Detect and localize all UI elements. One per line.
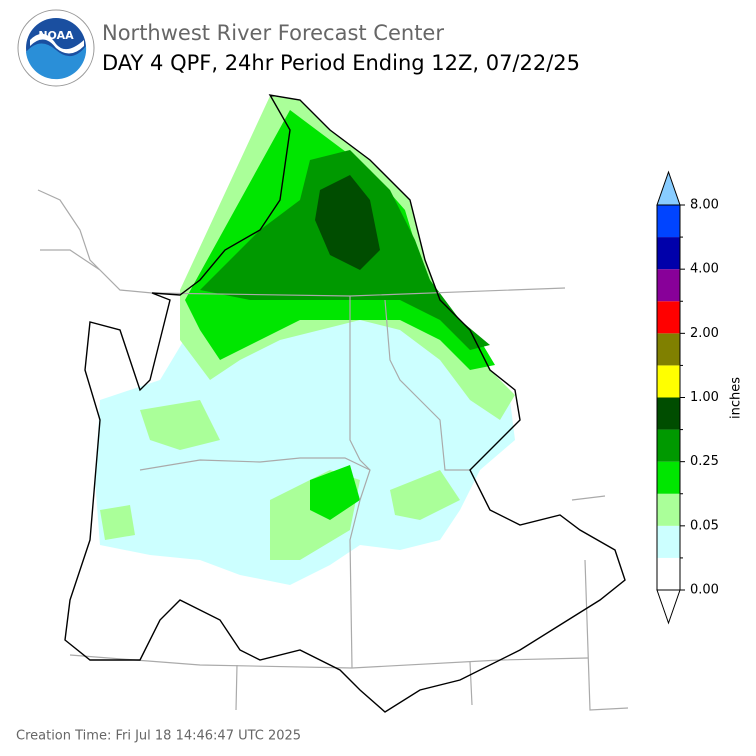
colorbar-band bbox=[657, 301, 680, 334]
colorbar-band bbox=[657, 461, 680, 494]
colorbar-tick-label: 0.00 bbox=[690, 583, 719, 598]
logo-text: NOAA bbox=[38, 29, 74, 42]
colorbar-tick-label: 1.00 bbox=[690, 390, 719, 405]
colorbar: 0.00 0.05 0.25 1.00 2.00 4.00 8.00 bbox=[656, 170, 719, 625]
subtitle: DAY 4 QPF, 24hr Period Ending 12Z, 07/22… bbox=[102, 51, 580, 75]
colorbar-band bbox=[657, 397, 680, 430]
basin-outline bbox=[64, 94, 626, 713]
noaa-logo: NOAA bbox=[17, 9, 95, 87]
colorbar-band bbox=[657, 365, 680, 398]
colorbar-tick-label: 4.00 bbox=[690, 262, 719, 277]
boundaries bbox=[37, 189, 629, 711]
colorbar-tick-label: 2.00 bbox=[690, 326, 719, 341]
precipitation bbox=[95, 96, 515, 585]
colorbar-band bbox=[657, 429, 680, 462]
colorbar-band bbox=[657, 237, 680, 270]
colorbar-band bbox=[657, 205, 680, 238]
title: Northwest River Forecast Center bbox=[102, 21, 444, 45]
colorbar-tick-label: 0.05 bbox=[690, 518, 719, 533]
colorbar-over bbox=[656, 170, 681, 206]
colorbar-band bbox=[657, 333, 680, 366]
colorbar-under bbox=[656, 589, 681, 625]
colorbar-band bbox=[657, 269, 680, 302]
colorbar-tick-label: 8.00 bbox=[690, 198, 719, 213]
colorbar-band bbox=[657, 493, 680, 526]
colorbar-band bbox=[657, 525, 680, 558]
colorbar-tick-label: 0.25 bbox=[690, 454, 719, 469]
colorbar-label: inches bbox=[729, 377, 744, 419]
colorbar-band bbox=[657, 557, 680, 590]
creation-time: Creation Time: Fri Jul 18 14:46:47 UTC 2… bbox=[16, 729, 301, 744]
